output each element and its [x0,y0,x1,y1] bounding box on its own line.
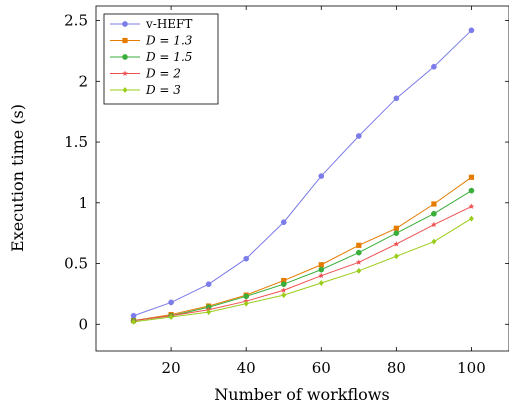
data-point-3-6 [355,259,362,265]
y-tick-label: 2 [78,72,88,90]
series-line-0 [133,29,472,317]
y-tick-label: 1 [78,194,88,212]
data-point-1-7 [393,225,399,231]
series-markers [130,27,475,325]
series-line-4 [133,218,472,323]
legend-items: v-HEFT D = 1.3 D = 1.5 D = 2 D = 3 [110,17,193,97]
legend-label: D = 3 [145,83,181,97]
data-point-2-6 [355,249,362,256]
x-tick-label: 40 [237,359,256,377]
data-point-2-8 [431,210,437,217]
data-point-4-6 [356,267,362,274]
legend-swatch-marker [122,37,128,44]
data-point-0-2 [205,281,212,288]
plot-area-frame [95,5,509,352]
data-point-1-5 [318,262,324,268]
data-point-4-2 [206,309,212,316]
y-tick-label: 2.5 [64,12,88,30]
legend-label: D = 1.5 [145,50,192,64]
data-point-2-4 [280,281,287,288]
data-point-4-8 [431,238,437,245]
data-point-0-9 [468,27,475,34]
legend-swatch-marker [122,21,128,27]
data-point-3-7 [393,241,400,247]
data-point-3-8 [431,221,437,228]
data-point-0-5 [318,173,325,179]
data-point-4-4 [281,292,287,299]
data-point-3-9 [468,203,475,209]
data-point-4-7 [393,253,399,260]
legend-label: D = 1.3 [145,34,193,48]
data-point-4-0 [131,318,136,325]
x-tick-label: 100 [457,359,486,377]
y-tick-label: 1.5 [64,133,88,151]
y-tick-label: 0 [78,315,88,333]
x-tick-label: 80 [387,359,406,377]
y-axis-ticks: 0 0.5 1 1.5 2 2.5 [64,12,509,333]
legend-swatch-marker [122,70,128,76]
x-axis-title: Number of workflows [214,385,389,404]
data-point-0-7 [393,95,400,102]
data-point-3-5 [318,272,325,279]
data-point-1-4 [281,277,287,284]
data-point-0-6 [355,133,362,139]
y-tick-label: 0.5 [64,255,88,273]
data-point-1-8 [431,201,437,207]
data-point-0-4 [280,219,287,226]
data-point-0-3 [243,255,250,262]
legend-swatch-marker [122,54,128,60]
data-point-3-4 [280,287,287,293]
legend-label: v-HEFT [145,17,192,31]
data-point-1-9 [468,174,475,180]
series-line-3 [133,205,472,322]
data-point-4-3 [243,300,249,307]
data-point-1-6 [356,242,362,248]
series-lines [133,29,472,323]
data-point-0-0 [130,312,137,319]
x-tick-label: 20 [162,359,181,377]
data-point-2-9 [468,187,475,194]
legend: v-HEFT D = 1.3 D = 1.5 D = 2 D = 3 [103,13,219,105]
series-line-1 [133,176,472,322]
x-axis-ticks: 20 40 60 80 100 [162,6,486,377]
data-point-2-3 [243,293,250,300]
legend-swatch-marker [122,87,128,93]
x-tick-label: 60 [312,359,331,377]
data-point-2-5 [318,266,325,273]
data-point-4-1 [168,313,174,320]
data-point-4-5 [318,279,324,286]
legend-label: D = 2 [145,67,181,81]
data-point-0-1 [168,299,174,306]
data-point-0-8 [431,63,437,70]
series-line-2 [133,190,472,322]
data-point-2-7 [393,230,400,237]
y-axis-title: Execution time (s) [8,104,27,252]
data-point-4-9 [469,215,474,222]
